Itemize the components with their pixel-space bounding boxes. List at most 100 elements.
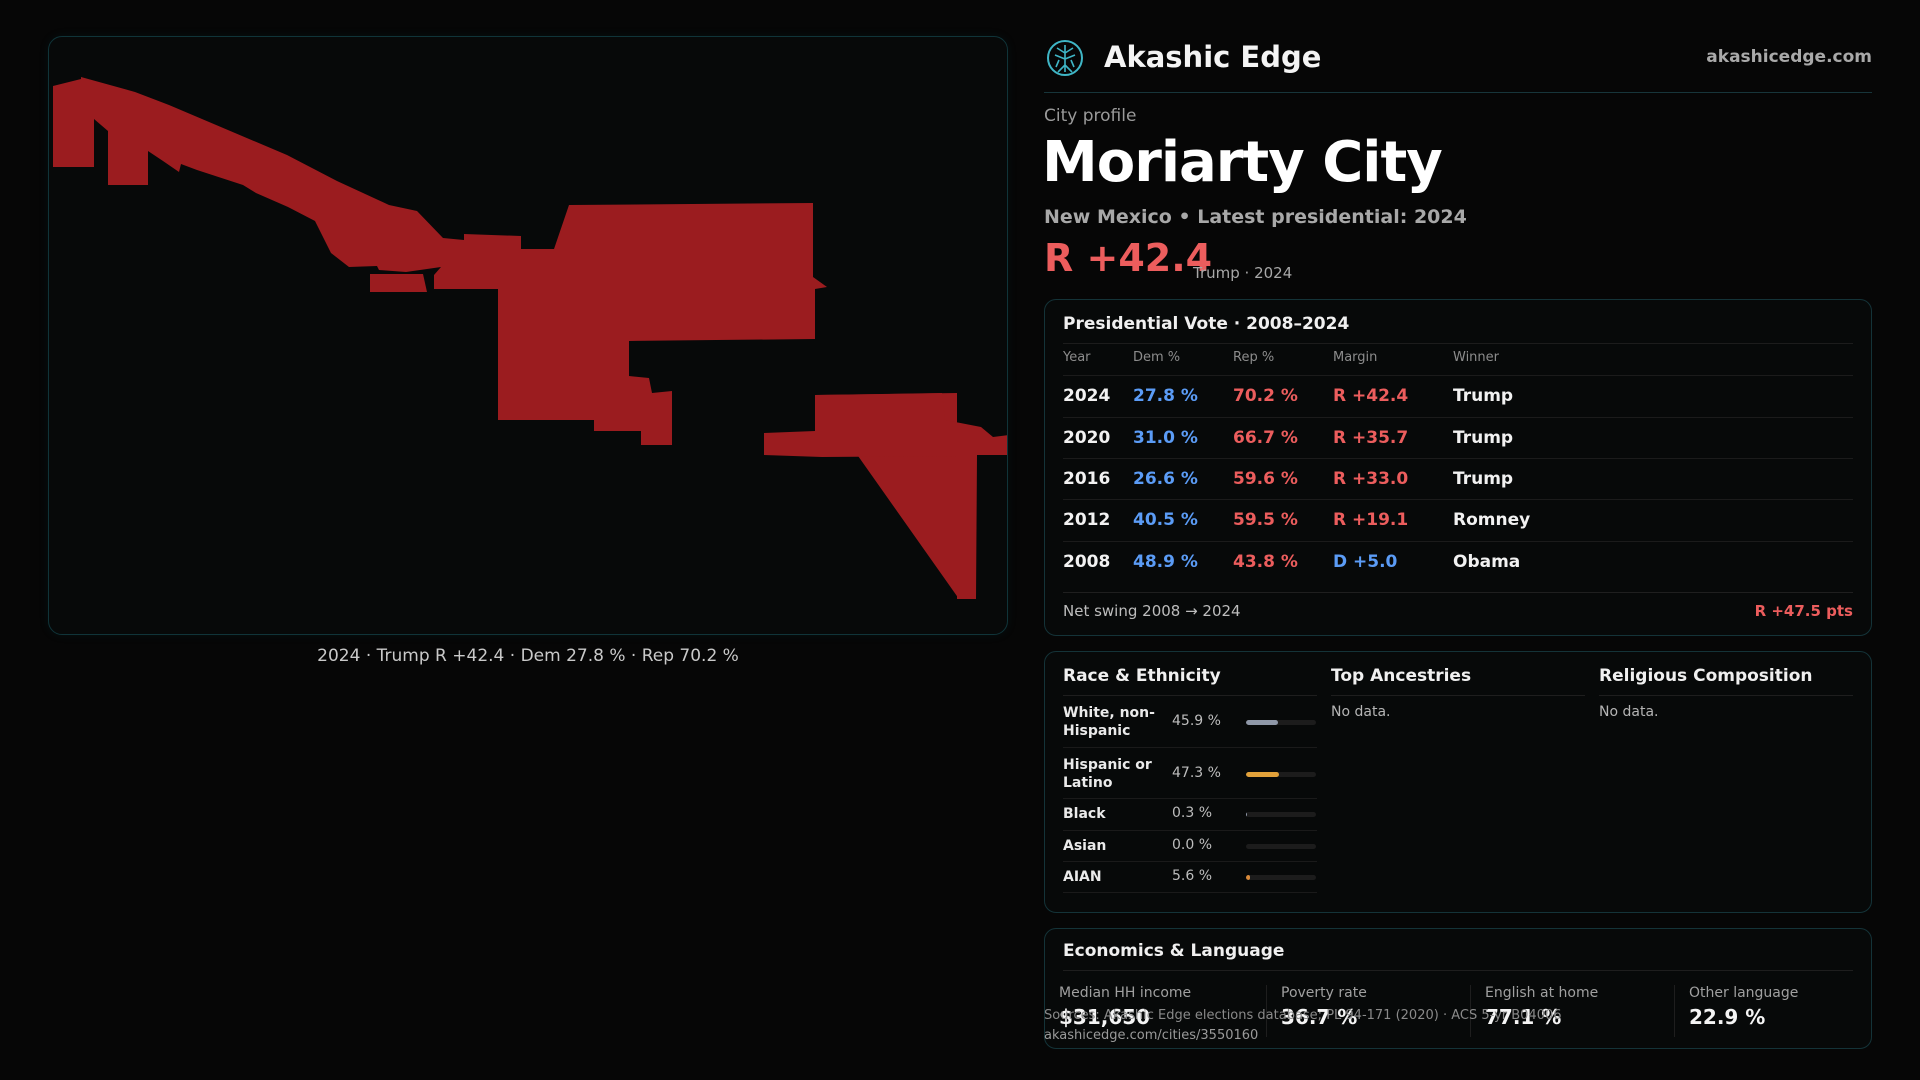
net-swing-label: Net swing 2008 → 2024 bbox=[1063, 602, 1241, 620]
race-pct: 5.6 % bbox=[1172, 868, 1213, 884]
race-pct: 0.3 % bbox=[1172, 805, 1213, 821]
source-note: Sources: Akashic Edge elections database… bbox=[1044, 1006, 1562, 1046]
row-year: 2008 bbox=[1063, 552, 1111, 572]
table-row: 2020 31.0 % 66.7 % R +35.7 Trump bbox=[1063, 417, 1853, 459]
row-winner: Romney bbox=[1453, 510, 1531, 530]
net-swing-value: R +47.5 pts bbox=[1754, 602, 1853, 620]
col-header-winner: Winner bbox=[1453, 350, 1500, 365]
row-dem-pct: 40.5 % bbox=[1133, 510, 1198, 530]
row-year: 2012 bbox=[1063, 510, 1111, 530]
race-bar bbox=[1246, 772, 1316, 777]
city-boundary-east-arm bbox=[764, 393, 1007, 599]
race-row: White, non-Hispanic 45.9 % bbox=[1063, 696, 1317, 747]
table-row: 2008 48.9 % 43.8 % D +5.0 Obama bbox=[1063, 541, 1853, 583]
race-name: AIAN bbox=[1063, 869, 1102, 885]
city-boundary-shape bbox=[53, 77, 1007, 599]
row-year: 2020 bbox=[1063, 428, 1111, 448]
race-ethnicity-title: Race & Ethnicity bbox=[1063, 666, 1221, 686]
row-dem-pct: 27.8 % bbox=[1133, 386, 1198, 406]
stat-other-language: Other language 22.9 % bbox=[1674, 985, 1871, 1037]
race-bar-fill bbox=[1246, 720, 1279, 725]
stat-value: 77.1 % bbox=[1485, 1005, 1562, 1029]
race-bar bbox=[1246, 812, 1316, 817]
col-header-margin: Margin bbox=[1333, 350, 1378, 365]
ancestries-empty: No data. bbox=[1331, 704, 1391, 720]
stat-value: 36.7 % bbox=[1281, 1005, 1358, 1029]
stat-label: Other language bbox=[1689, 985, 1799, 1001]
headline-margin: R +42.4 bbox=[1044, 236, 1213, 280]
card-title: Economics & Language bbox=[1063, 941, 1285, 961]
row-winner: Trump bbox=[1453, 428, 1514, 448]
race-pct: 45.9 % bbox=[1172, 713, 1221, 729]
row-rep-pct: 59.5 % bbox=[1233, 510, 1298, 530]
source-link[interactable]: akashicedge.com/cities/3550160 bbox=[1044, 1028, 1259, 1043]
stat-label: English at home bbox=[1485, 985, 1599, 1001]
race-name: Hispanic or Latino bbox=[1063, 757, 1152, 791]
stat-value: $31,650 bbox=[1059, 1005, 1151, 1029]
race-name: Black bbox=[1063, 806, 1106, 822]
row-year: 2016 bbox=[1063, 469, 1111, 489]
religion-title: Religious Composition bbox=[1599, 666, 1813, 686]
row-margin: R +35.7 bbox=[1333, 428, 1409, 448]
ancestries-title: Top Ancestries bbox=[1331, 666, 1472, 686]
row-winner: Trump bbox=[1453, 469, 1514, 489]
row-margin: R +19.1 bbox=[1333, 510, 1409, 530]
race-pct: 0.0 % bbox=[1172, 837, 1213, 853]
race-bar-fill bbox=[1246, 772, 1280, 777]
race-row: Hispanic or Latino 47.3 % bbox=[1063, 747, 1317, 798]
race-row: Asian 0.0 % bbox=[1063, 830, 1317, 861]
table-row: 2012 40.5 % 59.5 % R +19.1 Romney bbox=[1063, 499, 1853, 541]
brand-name[interactable]: Akashic Edge bbox=[1104, 40, 1322, 74]
race-pct: 47.3 % bbox=[1172, 765, 1221, 781]
row-margin: R +33.0 bbox=[1333, 469, 1409, 489]
brand-url[interactable]: akashicedge.com bbox=[1706, 47, 1872, 67]
city-boundary-map[interactable] bbox=[48, 36, 1008, 635]
table-row: 2016 26.6 % 59.6 % R +33.0 Trump bbox=[1063, 458, 1853, 500]
row-margin: R +42.4 bbox=[1333, 386, 1409, 406]
col-header-dem: Dem % bbox=[1133, 350, 1181, 365]
race-row: AIAN 5.6 % bbox=[1063, 861, 1317, 893]
source-citation: Sources: Akashic Edge elections database… bbox=[1044, 1008, 1562, 1023]
row-rep-pct: 66.7 % bbox=[1233, 428, 1298, 448]
presidential-vote-card: Presidential Vote · 2008–2024 Year Dem %… bbox=[1044, 299, 1872, 636]
race-bar bbox=[1246, 875, 1316, 880]
stat-median-income: Median HH income $31,650 bbox=[1045, 985, 1249, 1037]
tree-of-life-icon[interactable] bbox=[1046, 39, 1084, 77]
race-bar bbox=[1246, 844, 1316, 849]
row-margin: D +5.0 bbox=[1333, 552, 1398, 572]
row-rep-pct: 59.6 % bbox=[1233, 469, 1298, 489]
stat-poverty-rate: Poverty rate 36.7 % bbox=[1266, 985, 1470, 1037]
row-dem-pct: 48.9 % bbox=[1133, 552, 1198, 572]
stat-english-at-home: English at home 77.1 % bbox=[1470, 985, 1674, 1037]
divider bbox=[1063, 970, 1853, 971]
site-header: Akashic Edge akashicedge.com bbox=[1044, 36, 1872, 93]
page-title: Moriarty City bbox=[1042, 130, 1443, 195]
race-bar bbox=[1246, 720, 1316, 725]
table-row: 2024 27.8 % 70.2 % R +42.4 Trump bbox=[1063, 375, 1853, 417]
row-dem-pct: 26.6 % bbox=[1133, 469, 1198, 489]
demographics-card: Race & Ethnicity White, non-Hispanic 45.… bbox=[1044, 651, 1872, 913]
map-caption: 2024 · Trump R +42.4 · Dem 27.8 % · Rep … bbox=[317, 646, 739, 666]
stat-value: 22.9 % bbox=[1689, 1005, 1766, 1029]
row-rep-pct: 70.2 % bbox=[1233, 386, 1298, 406]
row-year: 2024 bbox=[1063, 386, 1111, 406]
economics-card: Economics & Language Median HH income $3… bbox=[1044, 928, 1872, 1049]
col-header-rep: Rep % bbox=[1233, 350, 1275, 365]
stat-label: Median HH income bbox=[1059, 985, 1192, 1001]
religion-empty: No data. bbox=[1599, 704, 1659, 720]
row-winner: Obama bbox=[1453, 552, 1521, 572]
row-winner: Trump bbox=[1453, 386, 1514, 406]
page-kicker: City profile bbox=[1044, 106, 1137, 126]
col-header-year: Year bbox=[1063, 350, 1091, 365]
divider bbox=[1331, 695, 1585, 696]
divider bbox=[1599, 695, 1853, 696]
race-name: White, non-Hispanic bbox=[1063, 705, 1155, 739]
divider bbox=[1063, 695, 1317, 696]
card-title: Presidential Vote · 2008–2024 bbox=[1063, 314, 1350, 334]
page-subtitle: New Mexico • Latest presidential: 2024 bbox=[1044, 206, 1467, 228]
row-dem-pct: 31.0 % bbox=[1133, 428, 1198, 448]
divider bbox=[1063, 343, 1853, 344]
race-row: Black 0.3 % bbox=[1063, 798, 1317, 830]
race-name: Asian bbox=[1063, 838, 1107, 854]
stat-label: Poverty rate bbox=[1281, 985, 1367, 1001]
